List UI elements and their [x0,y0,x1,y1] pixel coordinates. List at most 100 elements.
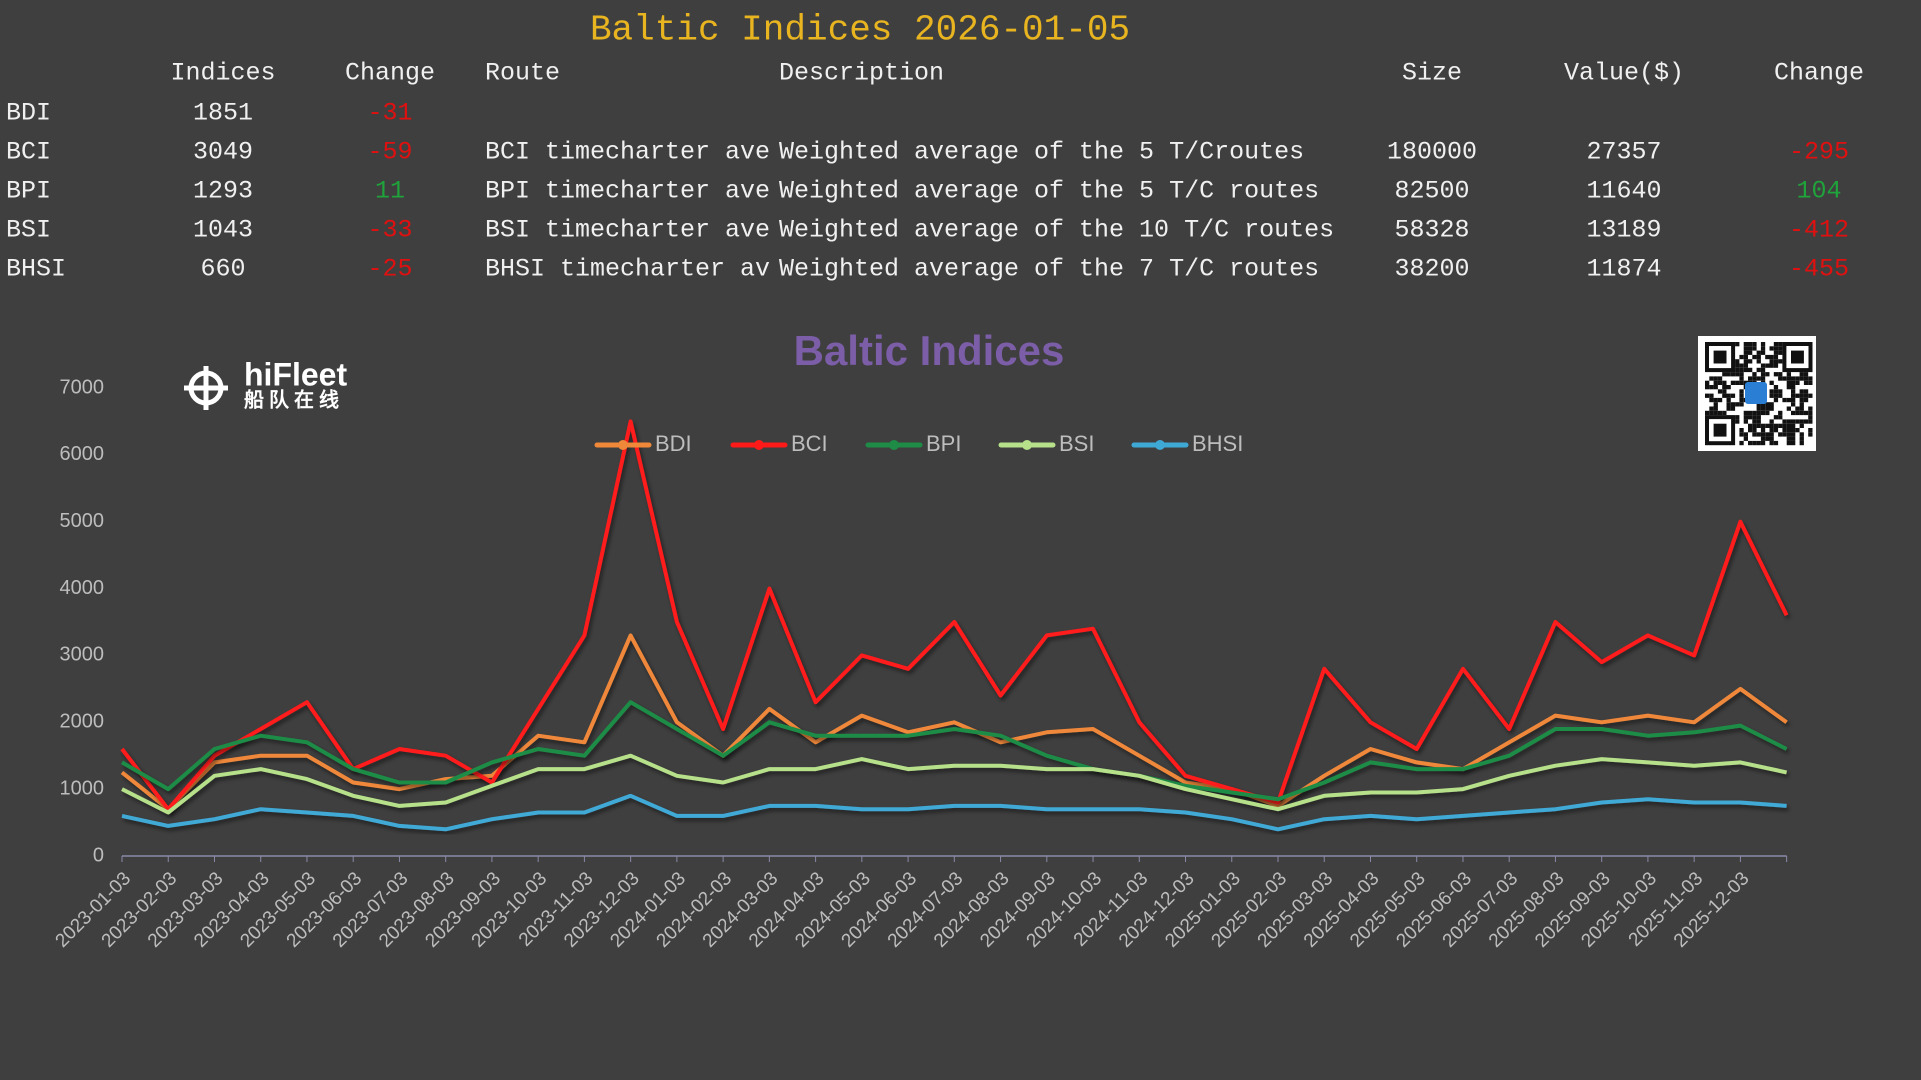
qr-finder [1705,415,1736,446]
qr-module [1713,385,1718,390]
qr-module [1756,367,1761,373]
chart-title: Baltic Indices [794,327,1065,374]
qr-module [1778,393,1783,398]
qr-module [1756,376,1761,381]
qr-module [1799,423,1804,428]
qr-module [1769,354,1774,360]
qr-module [1782,419,1787,424]
qr-module [1778,342,1783,347]
table-cell: 38200 [1394,255,1469,284]
table-cell: 58328 [1394,216,1469,245]
qr-module [1743,432,1748,437]
column-header: Description [779,59,944,88]
table-cell: Weighted average of the 5 T/Croutes [779,138,1304,167]
qr-module [1735,419,1740,424]
qr-module [1705,410,1710,416]
qr-module [1717,410,1723,416]
qr-module [1756,406,1761,411]
table-cell: 3049 [193,138,253,167]
qr-module [1705,380,1710,385]
qr-module [1773,342,1779,347]
qr-module [1773,415,1779,420]
qr-module [1739,367,1744,373]
qr-module [1752,432,1757,437]
qr-module [1765,410,1770,416]
qr-module [1799,376,1804,381]
qr-module [1786,380,1791,385]
y-tick-label: 5000 [60,510,105,532]
qr-module [1791,389,1796,394]
qr-module [1773,440,1779,446]
table-cell: Weighted average of the 7 T/C routes [779,255,1319,284]
qr-module [1799,393,1804,398]
qr-module [1773,359,1779,364]
qr-module [1739,363,1744,368]
table-cell: Weighted average of the 10 T/C routes [779,216,1334,245]
series-line [120,633,1788,812]
column-header: Value($) [1564,59,1684,88]
qr-module [1765,406,1770,411]
qr-module [1713,397,1718,403]
index-name: BPI [6,177,51,206]
qr-module [1782,432,1787,437]
table-cell: 11640 [1586,177,1661,206]
qr-module [1791,440,1796,446]
index-name: BSI [6,216,51,245]
table-cell: BPI timecharter ave [485,177,770,206]
qr-module [1748,376,1753,381]
qr-module [1808,376,1813,381]
qr-module [1735,363,1740,368]
qr-module [1713,406,1718,411]
index-name: BDI [6,99,51,128]
qr-module [1752,346,1757,351]
qr-module [1808,380,1813,385]
qr-module [1726,402,1731,407]
qr-module [1756,402,1761,407]
qr-module [1786,376,1791,381]
qr-module [1795,410,1800,416]
column-header: Change [345,59,435,88]
qr-module [1713,380,1718,385]
qr-module [1791,423,1796,428]
table-cell: 11874 [1586,255,1661,284]
qr-finder [1713,350,1727,364]
table-cell: 1851 [193,99,253,128]
qr-module [1748,423,1753,428]
table-cell: BHSI timecharter av [485,255,770,284]
qr-module [1773,385,1779,390]
qr-module [1786,372,1791,377]
table-cell: 660 [200,255,245,284]
qr-module [1795,406,1800,411]
qr-module [1778,359,1783,364]
qr-module [1752,354,1757,360]
qr-module [1743,363,1748,368]
qr-module [1726,406,1731,411]
qr-module [1799,419,1804,424]
qr-module [1765,402,1770,407]
qr-module [1769,428,1774,433]
qr-module [1748,410,1753,416]
qr-module [1735,342,1740,347]
series-line [120,700,1788,802]
qr-module [1709,376,1714,381]
qr-module [1799,372,1804,377]
table-cell: 13189 [1586,216,1661,245]
qr-module [1760,350,1766,355]
qr-module [1726,385,1731,390]
qr-module [1791,432,1796,437]
qr-module [1786,385,1791,390]
qr-module [1799,410,1804,416]
qr-module [1752,372,1757,377]
qr-module [1739,372,1744,377]
qr-module [1808,415,1813,420]
qr-module [1756,440,1761,446]
change-cell: 11 [375,177,405,206]
qr-module [1799,406,1804,411]
qr-code [1698,336,1816,451]
legend-marker [889,440,899,450]
qr-module [1795,428,1800,433]
qr-module [1739,402,1744,407]
qr-module [1717,389,1723,394]
qr-module [1799,389,1804,394]
